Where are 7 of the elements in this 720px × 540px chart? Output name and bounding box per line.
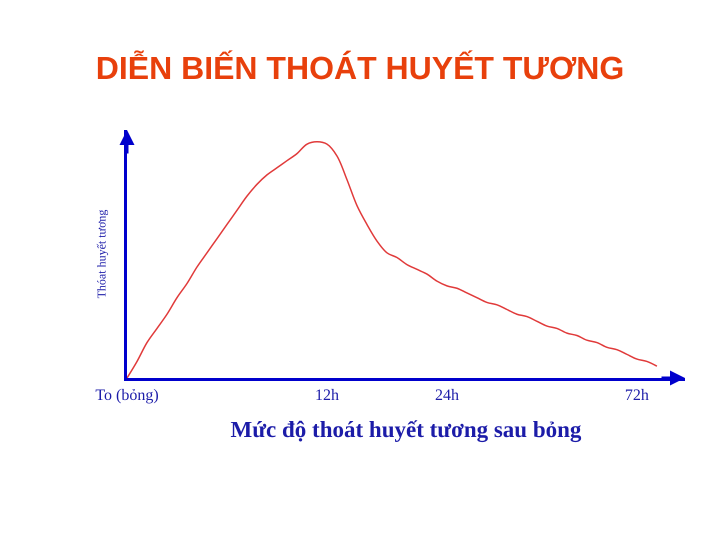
- x-tick-label: 24h: [434, 387, 459, 404]
- x-tick-label: 12h: [314, 387, 339, 404]
- x-tick-label: To (bỏng): [95, 387, 159, 404]
- x-axis-title: Mức độ thoát huyết tương sau bỏng: [230, 416, 582, 443]
- x-tick-label: 72h: [624, 387, 649, 404]
- chart-title: DIỄN BIẾN THOÁT HUYẾT TƯƠNG: [96, 50, 624, 86]
- y-axis-title: Thóat huyết tương: [94, 210, 108, 298]
